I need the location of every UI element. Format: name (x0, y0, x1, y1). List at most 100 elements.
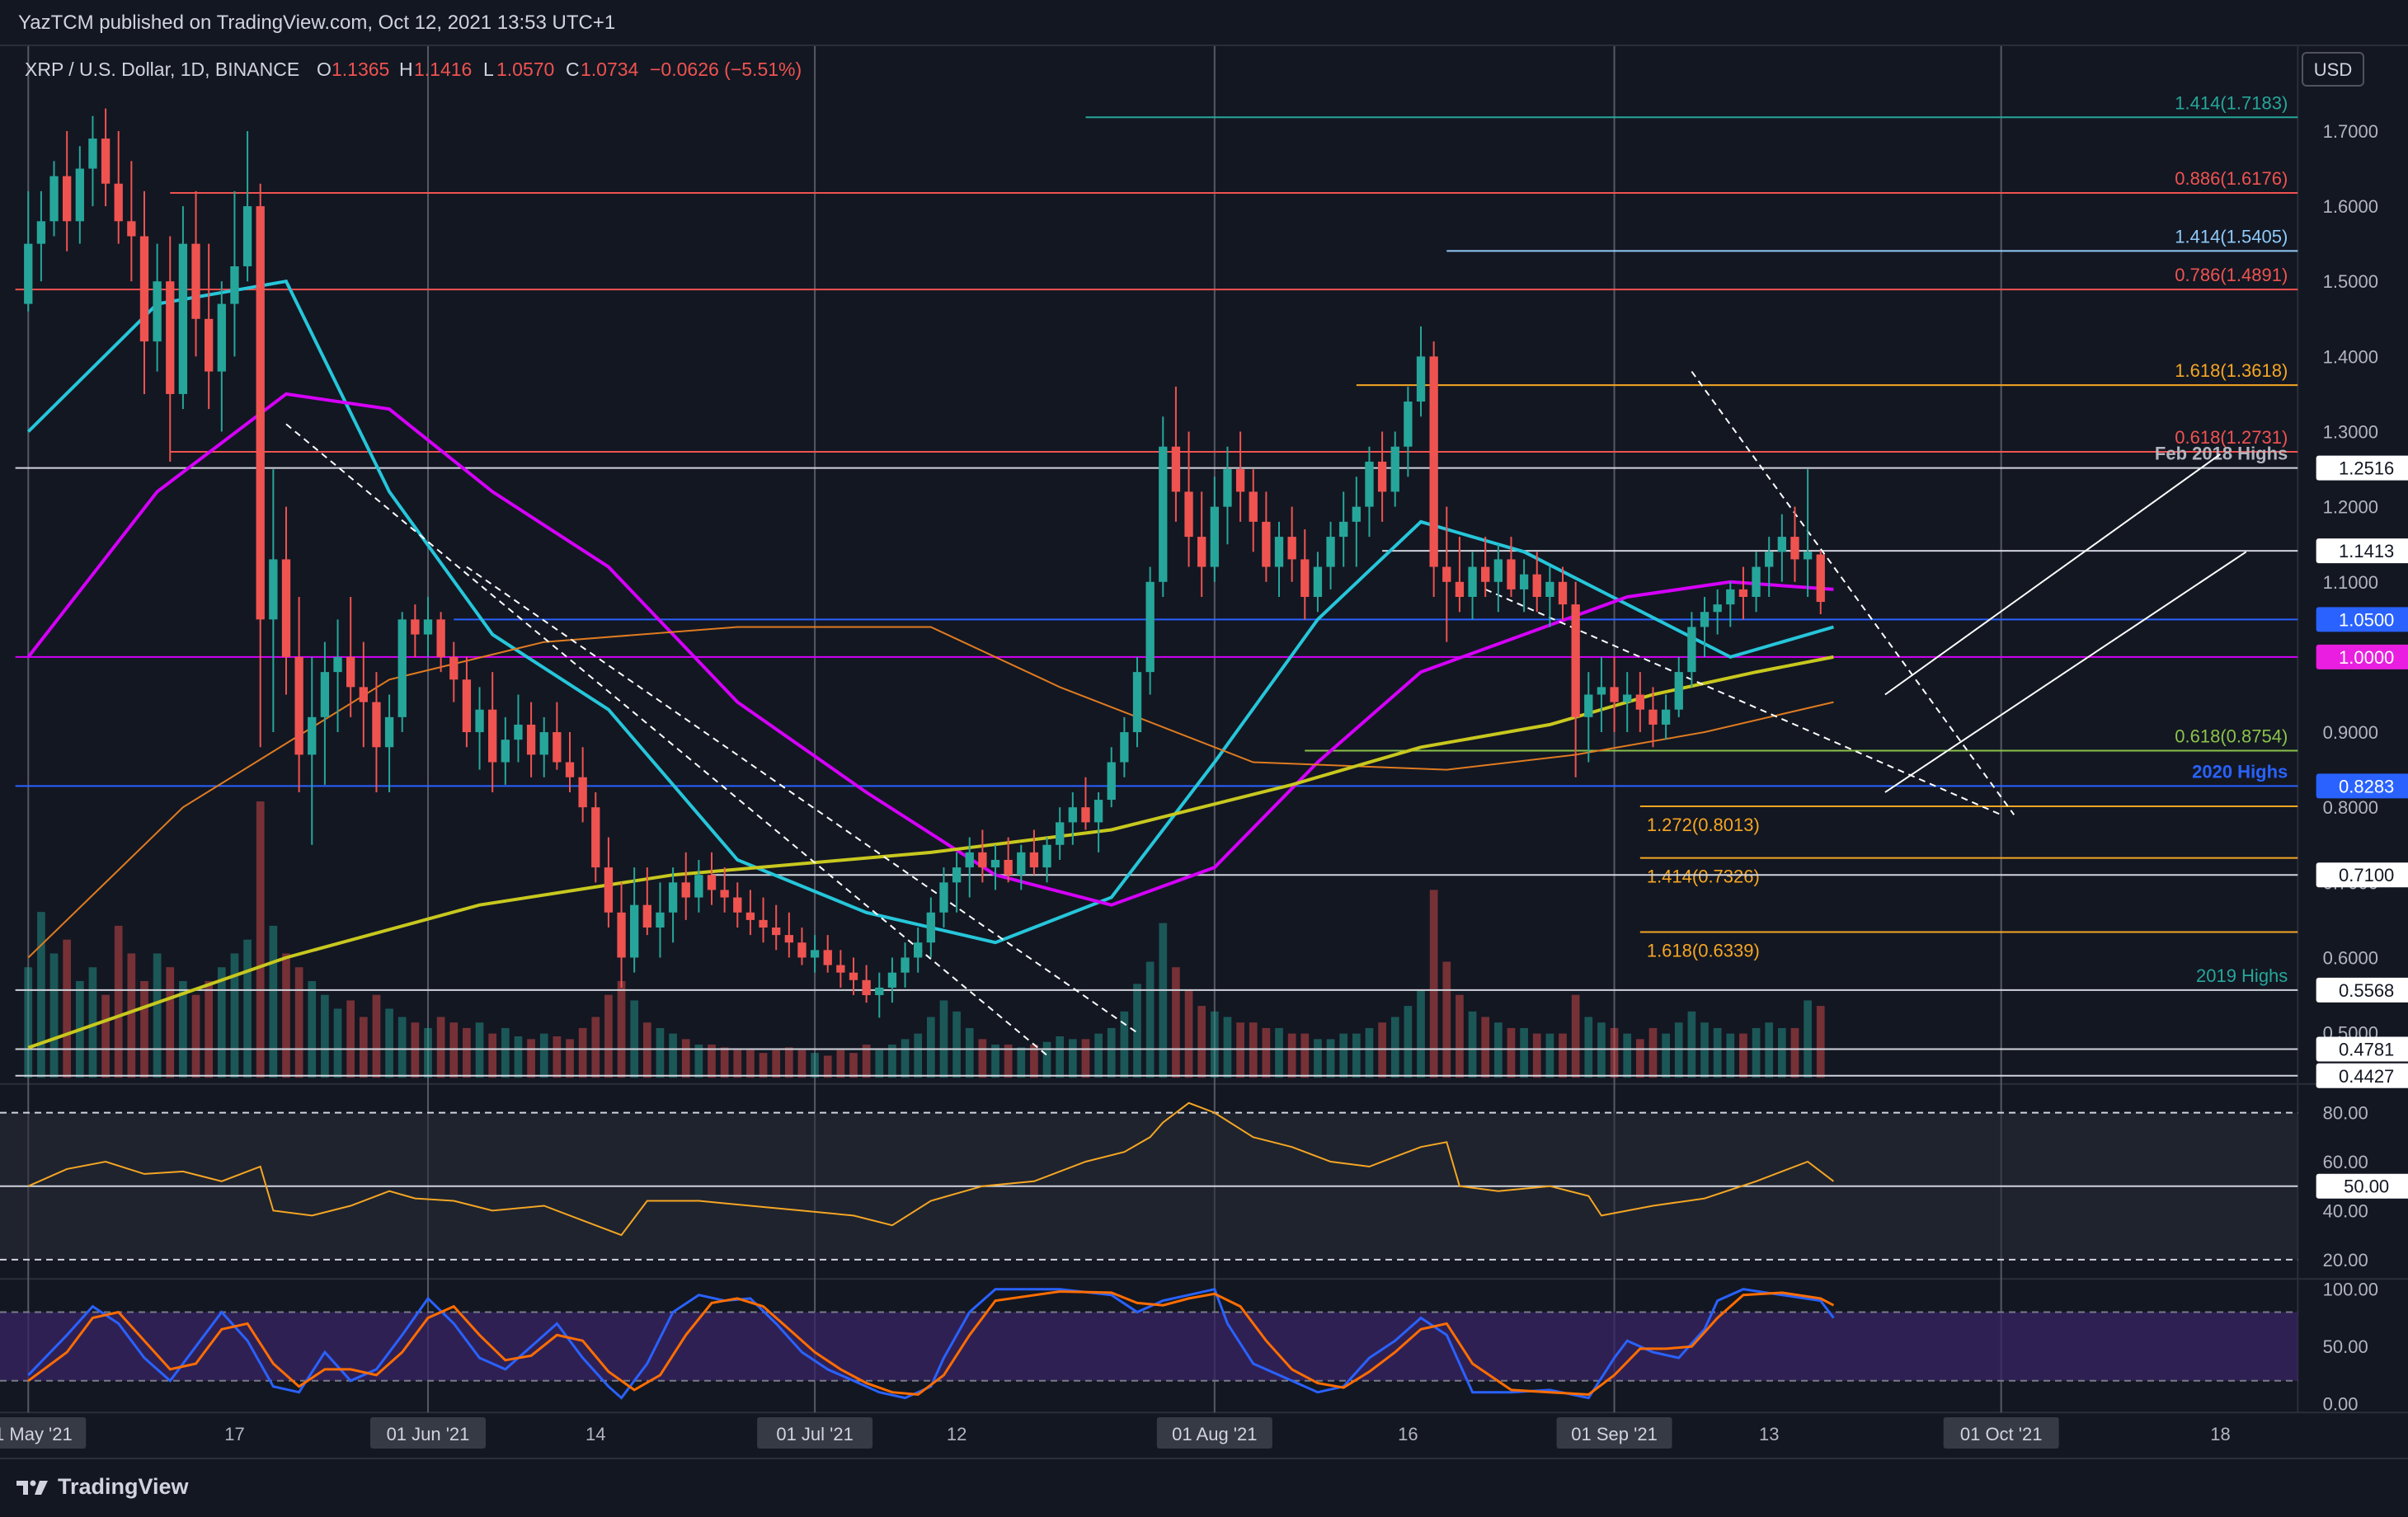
volume-bar (88, 967, 97, 1078)
volume-bar (424, 1027, 432, 1078)
price-chart[interactable]: 1.414(1.7183) 0.886(1.6176) 1.414(1.5405) 0… (0, 0, 2408, 1458)
candle-body (1468, 566, 1477, 598)
price-axis-tag-label: 0.4427 (2339, 1066, 2394, 1087)
stoch-k-line (27, 1287, 1835, 1400)
price-tick-label: 1.1000 (2323, 572, 2378, 593)
volume-bar (1752, 1027, 1761, 1078)
candle-body (1235, 469, 1245, 492)
candle-body (333, 656, 342, 673)
candle-body (449, 656, 459, 680)
volume-bar (1068, 1039, 1077, 1078)
candle-body (1093, 800, 1103, 823)
volume-bar (488, 1033, 497, 1078)
price-axis-tag-label: 1.0000 (2339, 647, 2394, 668)
candle-body (294, 656, 303, 755)
candle-body (372, 702, 381, 748)
volume-bar (1172, 967, 1180, 1078)
currency-button[interactable]: USD (2302, 52, 2364, 87)
volume-bar (772, 1050, 781, 1078)
candle-body (36, 221, 46, 244)
candle-body (772, 927, 781, 936)
volume-bar (1094, 1033, 1103, 1078)
candle-body (733, 897, 742, 913)
candle-body (901, 957, 910, 973)
volume-bar (1545, 1033, 1554, 1078)
price-axis[interactable]: 0.50000.60000.70000.80000.90001.00001.10… (2316, 121, 2408, 1415)
candle-body (1184, 491, 1193, 538)
candle-body (591, 807, 600, 868)
tradingview-logo[interactable]: TradingView (15, 1474, 189, 1500)
price-tick-label: 0.6000 (2323, 947, 2378, 968)
time-tick-box (1556, 1417, 1672, 1449)
trendline (1691, 371, 2015, 815)
volume-bar (449, 1022, 459, 1078)
volume-bar (243, 939, 252, 1078)
volume-bar (1275, 1027, 1283, 1078)
volume-bar (681, 1039, 690, 1078)
candle-body (1339, 521, 1348, 538)
candle-body (475, 709, 484, 733)
volume-bar (1365, 1027, 1374, 1078)
candle-body (745, 912, 755, 920)
volume-bar (1674, 1022, 1683, 1078)
volume-bar (411, 1022, 420, 1078)
volume-bar (397, 1017, 407, 1078)
candle-body (230, 266, 239, 304)
ma200-line (27, 655, 1834, 1050)
volume-bar (282, 953, 290, 1078)
candle-body (1532, 574, 1541, 598)
volume-bar (1687, 1011, 1696, 1078)
volume-bar (797, 1050, 807, 1078)
price-axis-tag-label: 0.5568 (2339, 980, 2394, 1001)
rsi-current-label: 50.00 (2344, 1176, 2389, 1197)
volume-bar (1210, 1011, 1219, 1078)
volume-bar (1816, 1006, 1825, 1078)
level-label: 1.618(1.3618) (2175, 360, 2288, 381)
volume-bar (1004, 1045, 1013, 1078)
candle-body (1661, 709, 1671, 725)
volume-bar (346, 1000, 355, 1078)
volume-bar (617, 980, 626, 1078)
trendline (466, 566, 1138, 1034)
trendline (1484, 588, 2002, 816)
volume-bar (1597, 1022, 1606, 1078)
candle-body (1056, 822, 1065, 845)
candle-body (1081, 807, 1090, 823)
rsi-current-tag (2316, 1173, 2408, 1199)
candle-body (642, 904, 651, 928)
volume-bar (591, 1017, 600, 1078)
candle-body (256, 206, 265, 620)
level-label: 1.414(0.7326) (1647, 867, 1760, 887)
price-axis-tag (2316, 607, 2408, 632)
volume-bar (1700, 1022, 1709, 1078)
time-tick-label: 13 (1759, 1424, 1779, 1444)
candle-body (1713, 604, 1722, 613)
volume-bar (862, 1045, 871, 1078)
candle-body (1416, 356, 1426, 402)
candle-body (849, 972, 858, 980)
rsi-line (27, 1101, 1835, 1237)
volume-bar (952, 1011, 961, 1078)
volume-bar (1456, 994, 1464, 1078)
time-tick-label: 01 Sep '21 (1571, 1424, 1658, 1444)
candle-body (269, 559, 278, 620)
legend-low: 1.0570 (496, 59, 554, 80)
volume-bar (1532, 1033, 1541, 1078)
volume-bar (1223, 1017, 1232, 1078)
volume-bar (1184, 989, 1193, 1078)
level-label: 0.618(1.2731) (2175, 427, 2288, 448)
level-label: 0.618(0.8754) (2175, 726, 2288, 746)
ema20-line (26, 279, 1834, 945)
volume-bar (114, 925, 123, 1078)
volume-bar (385, 1008, 393, 1078)
candle-body (875, 987, 884, 996)
candle-body (205, 318, 214, 372)
volume-bar (604, 994, 613, 1078)
publisher-text: YazTCM published on TradingView.com, Oct… (18, 12, 616, 34)
volume-bar (179, 980, 187, 1078)
volume-bar (166, 967, 175, 1078)
time-axis[interactable]: 01 May '21 17 01 Jun '21 14 01 Jul '21 12 01 A… (0, 1417, 2231, 1449)
volume-bar (63, 939, 72, 1078)
candle-body (1017, 852, 1026, 876)
candle-body (939, 882, 948, 913)
